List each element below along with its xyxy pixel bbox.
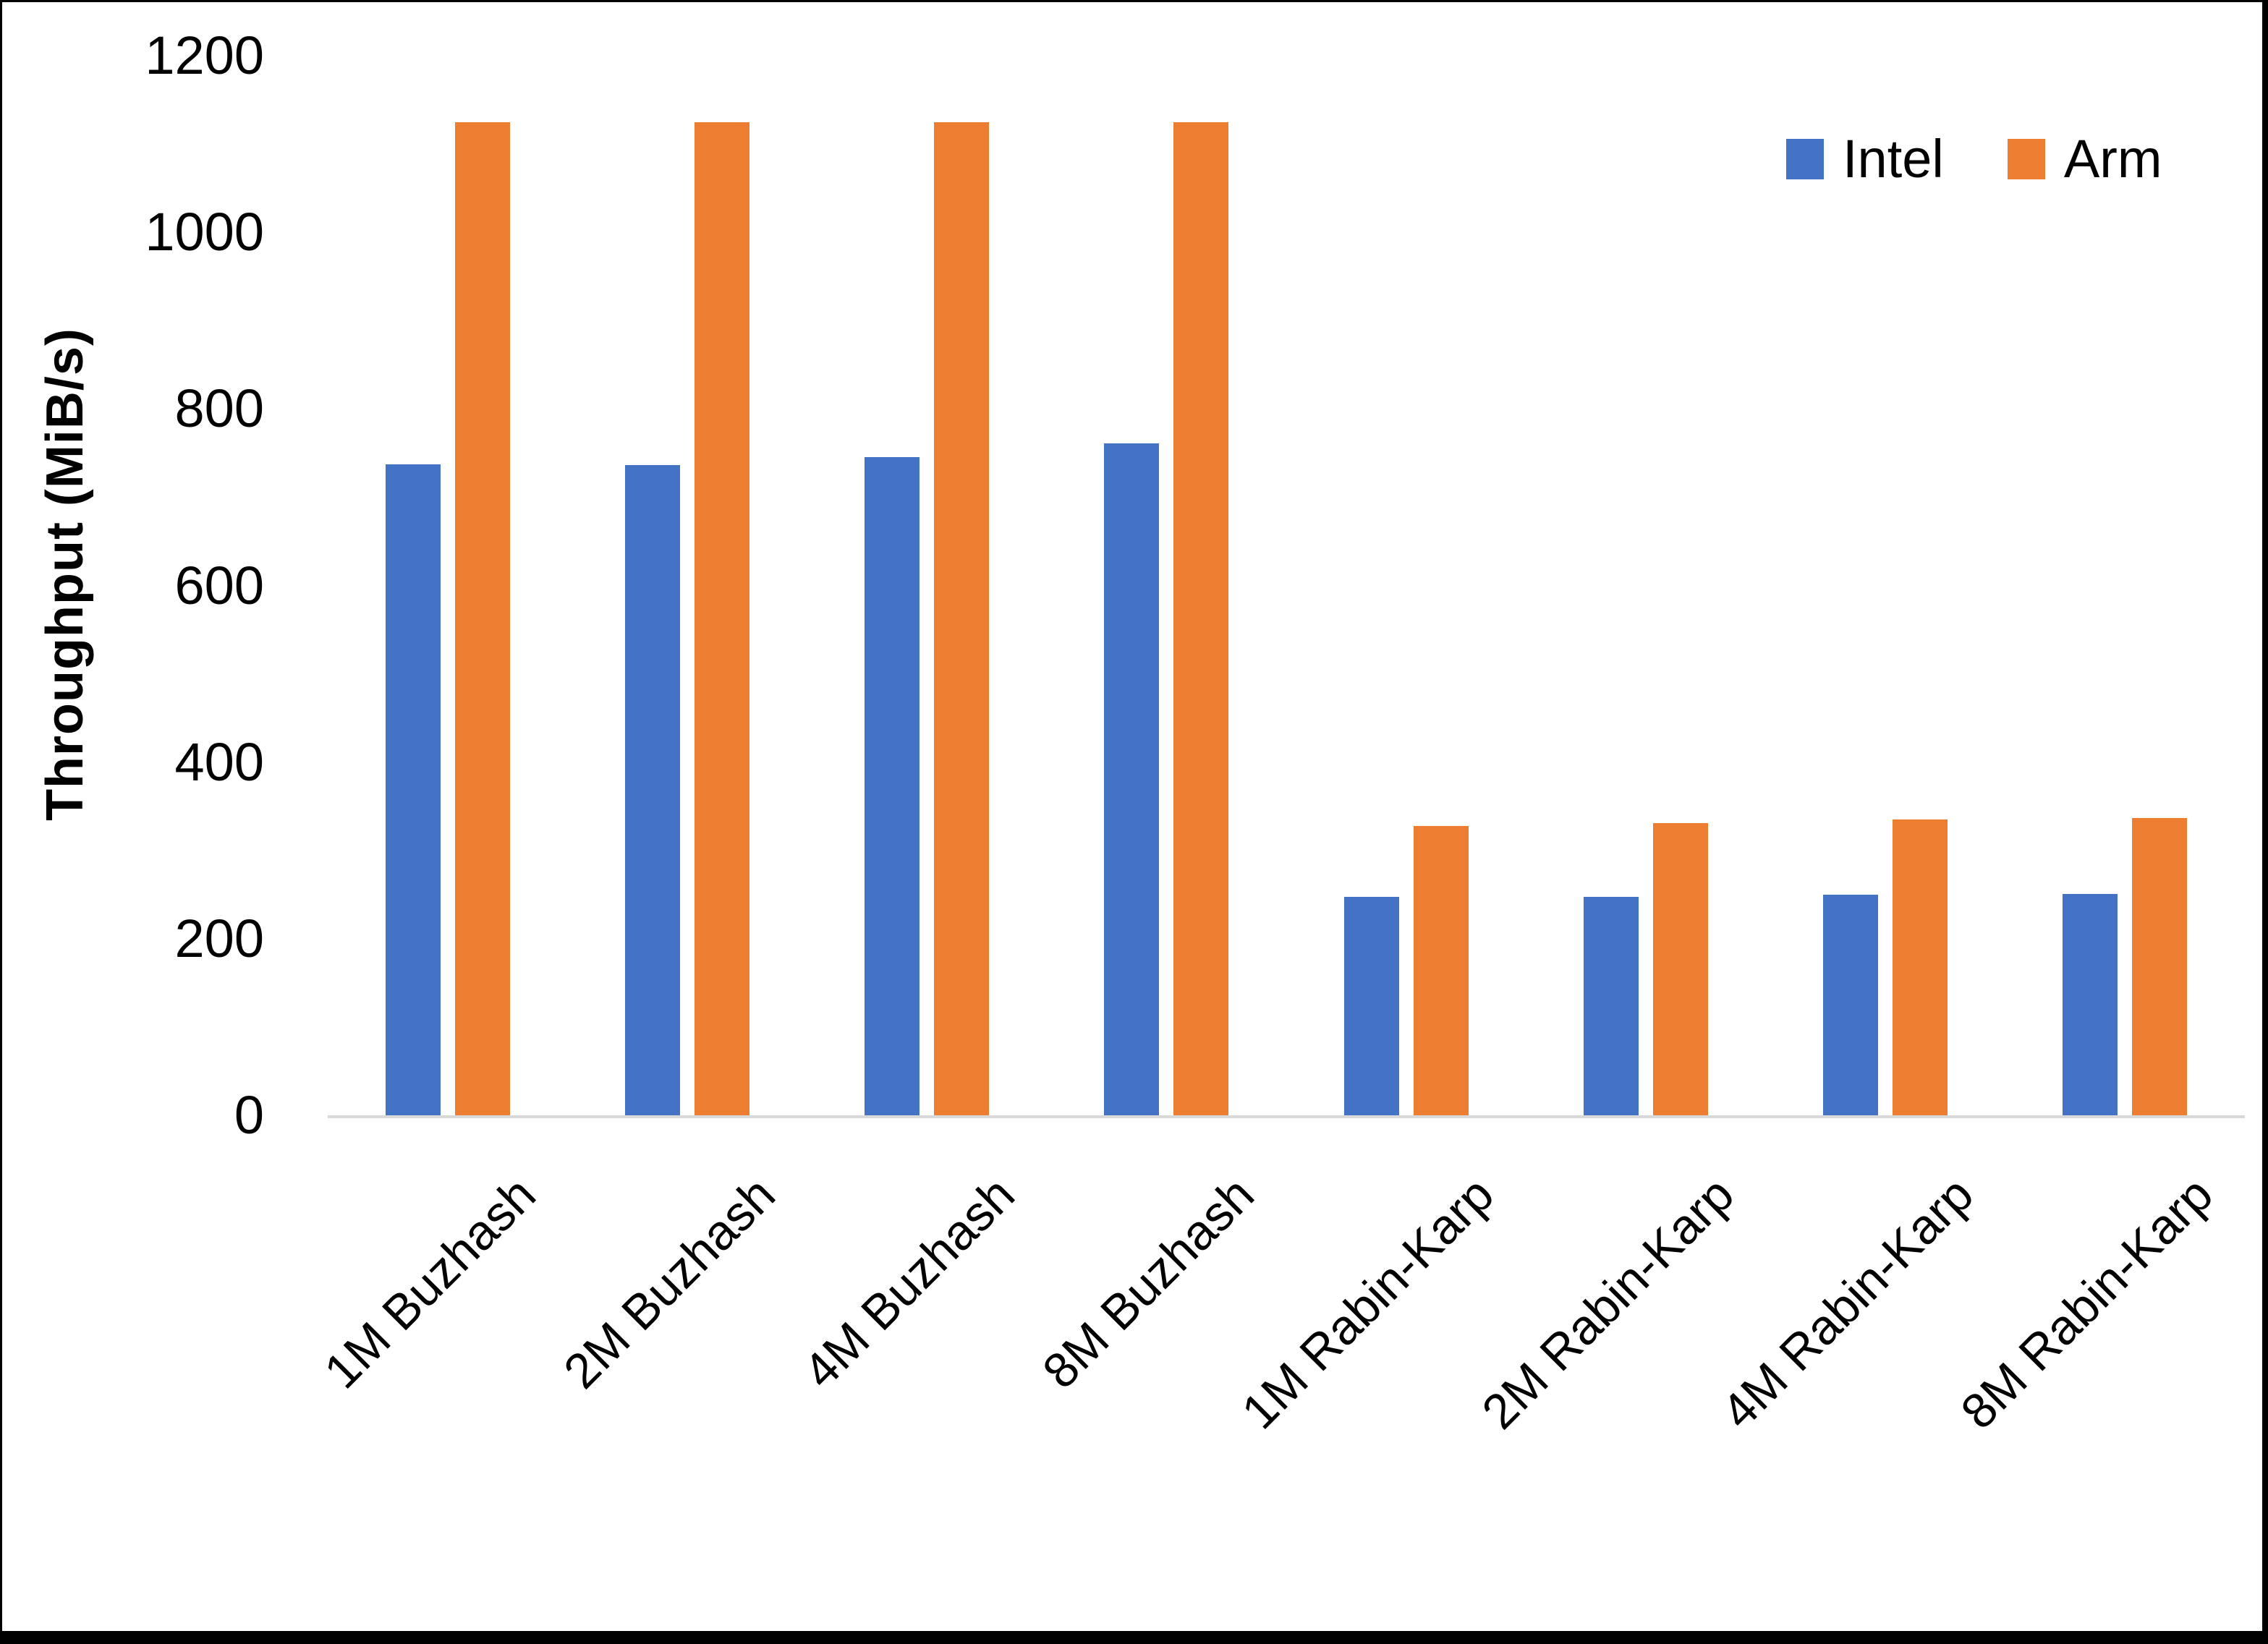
legend-swatch-intel [1786, 139, 1824, 179]
y-tick-label: 1200 [145, 25, 264, 85]
y-tick-label: 200 [174, 908, 264, 968]
legend-item-intel: Intel [1786, 132, 1944, 186]
bar-arm-8m-rabin-karp [2132, 818, 2188, 1115]
legend-label-arm: Arm [2063, 129, 2162, 189]
bar-intel-2m-rabin-karp [1583, 897, 1639, 1115]
x-axis-line [328, 1115, 2245, 1118]
bar-intel-8m-buzhash [1104, 443, 1160, 1115]
bar-arm-4m-buzhash [934, 122, 990, 1115]
y-tick-label: 600 [174, 555, 264, 616]
x-category-label-2m-buzhash: 2M Buzhash [553, 1167, 786, 1400]
x-category-label-8m-buzhash: 8M Buzhash [1032, 1167, 1265, 1400]
bar-arm-8m-buzhash [1173, 122, 1229, 1115]
x-category-label-1m-buzhash: 1M Buzhash [313, 1167, 546, 1400]
bar-intel-8m-rabin-karp [2063, 894, 2118, 1115]
bar-intel-1m-rabin-karp [1343, 897, 1399, 1115]
bar-arm-4m-rabin-karp [1893, 819, 1948, 1115]
y-tick-label: 1000 [145, 202, 264, 263]
legend-swatch-arm [2007, 139, 2045, 179]
x-category-label-1m-rabin-karp: 1M Rabin-Karp [1231, 1167, 1505, 1440]
legend-item-arm: Arm [2007, 129, 2162, 189]
bar-intel-4m-rabin-karp [1823, 895, 1879, 1115]
x-category-label-4m-rabin-karp: 4M Rabin-Karp [1710, 1167, 1984, 1440]
x-category-label-4m-buzhash: 4M Buzhash [793, 1167, 1026, 1400]
x-category-label-8m-rabin-karp: 8M Rabin-Karp [1950, 1167, 2224, 1440]
bar-intel-4m-buzhash [865, 457, 920, 1115]
bar-arm-1m-buzhash [454, 122, 510, 1115]
bar-arm-2m-buzhash [694, 122, 749, 1115]
legend: Intel Arm [1786, 132, 2162, 186]
bar-intel-2m-buzhash [624, 465, 680, 1115]
bar-arm-1m-rabin-karp [1413, 826, 1469, 1115]
y-tick-label: 0 [234, 1085, 264, 1145]
bar-intel-1m-buzhash [385, 464, 441, 1115]
y-tick-label: 400 [174, 731, 264, 792]
y-tick-label: 800 [174, 378, 264, 439]
legend-label-intel: Intel [1843, 129, 1944, 189]
bar-arm-2m-rabin-karp [1652, 823, 1708, 1115]
x-category-label-2m-rabin-karp: 2M Rabin-Karp [1471, 1167, 1744, 1440]
